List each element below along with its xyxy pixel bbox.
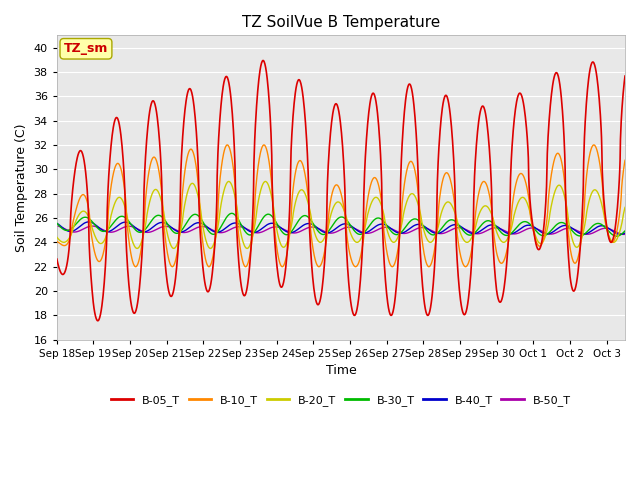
Legend: B-05_T, B-10_T, B-20_T, B-30_T, B-40_T, B-50_T: B-05_T, B-10_T, B-20_T, B-30_T, B-40_T, … — [107, 391, 575, 410]
Text: TZ_sm: TZ_sm — [64, 42, 108, 55]
Y-axis label: Soil Temperature (C): Soil Temperature (C) — [15, 123, 28, 252]
Title: TZ SoilVue B Temperature: TZ SoilVue B Temperature — [242, 15, 440, 30]
X-axis label: Time: Time — [326, 364, 356, 377]
